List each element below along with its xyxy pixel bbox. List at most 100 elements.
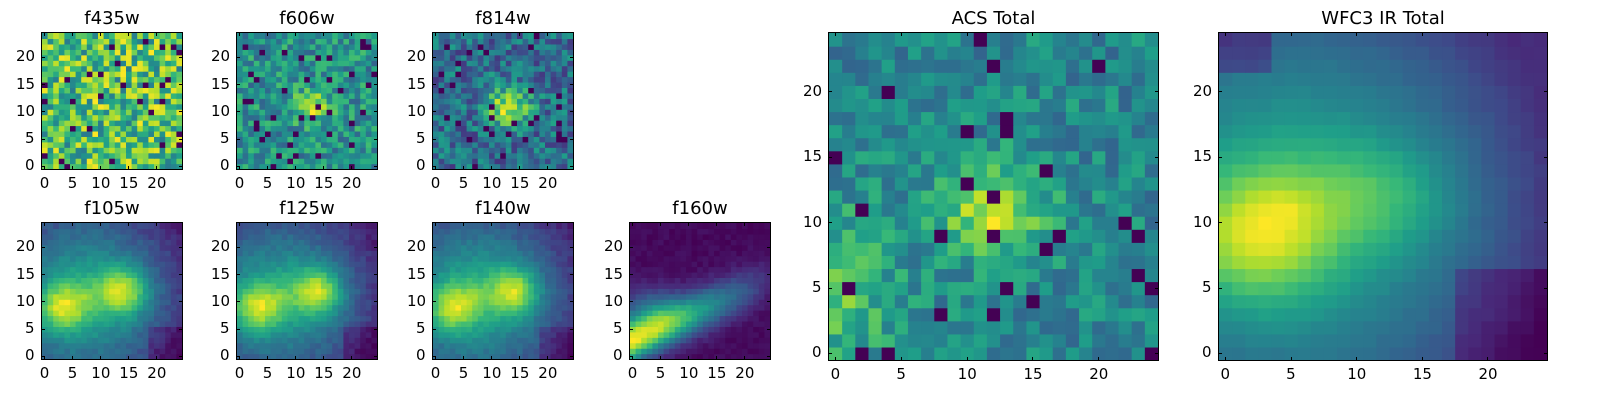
heatmap-cell (64, 147, 71, 154)
heatmap-cell (126, 65, 133, 72)
heatmap-cell (237, 337, 244, 344)
heatmap-cell (697, 223, 704, 230)
heatmap-cell (725, 223, 732, 230)
heatmap-cell (1131, 268, 1146, 283)
heatmap-cell (641, 353, 648, 359)
heatmap-cell (517, 92, 524, 99)
heatmap-cell (472, 353, 479, 359)
x-tick-label: 5 (67, 174, 78, 192)
heatmap-cell (674, 348, 681, 355)
heatmap-cell (75, 60, 82, 67)
heatmap-cell (98, 320, 105, 327)
heatmap-cell (360, 43, 367, 50)
heatmap-cell (98, 147, 105, 154)
heatmap-cell (855, 189, 870, 204)
heatmap-cell (75, 228, 82, 235)
heatmap-cell (103, 33, 110, 40)
heatmap-cell (315, 43, 322, 50)
heatmap-cell (472, 255, 479, 262)
heatmap-cell (42, 71, 49, 78)
heatmap-cell (489, 120, 496, 127)
heatmap-cell (126, 299, 133, 306)
heatmap-cell (86, 337, 93, 344)
heatmap-cell (646, 266, 653, 273)
heatmap-cell (522, 353, 529, 359)
heatmap-cell (75, 348, 82, 355)
heatmap-cell (137, 223, 144, 230)
heatmap-cell (764, 228, 770, 235)
heatmap-cell (438, 277, 445, 284)
heatmap-cell (1144, 229, 1158, 243)
heatmap-cell (349, 141, 356, 148)
heatmap-cell (75, 261, 82, 268)
heatmap-cell (719, 282, 726, 289)
heatmap-cell (64, 250, 71, 257)
heatmap-cell (349, 255, 356, 262)
heatmap-cell (148, 282, 155, 289)
heatmap-cell (242, 342, 249, 349)
heatmap-cell (652, 266, 659, 273)
heatmap-cell (114, 310, 121, 317)
heatmap-cell (270, 310, 277, 317)
heatmap-cell (326, 49, 333, 56)
heatmap-cell (248, 49, 255, 56)
heatmap-cell (276, 141, 283, 148)
heatmap-cell (270, 114, 277, 121)
heatmap-cell (461, 223, 468, 230)
heatmap-cell (154, 315, 161, 322)
heatmap-cell (253, 38, 260, 45)
heatmap-cell (237, 277, 244, 284)
heatmap-cell (1118, 216, 1133, 230)
heatmap-cell (561, 76, 568, 83)
heatmap-cell (641, 233, 648, 240)
heatmap-cell (947, 229, 962, 243)
heatmap-cell (58, 342, 65, 349)
x-tick-label: 20 (147, 174, 167, 192)
heatmap-cell (489, 38, 496, 45)
heatmap-cell (53, 223, 60, 230)
heatmap-cell (170, 54, 177, 61)
heatmap-cell (170, 71, 177, 78)
heatmap-cell (444, 266, 451, 273)
heatmap-cell (747, 337, 754, 344)
heatmap-cell (947, 176, 962, 191)
heatmap-cell (70, 114, 77, 121)
heatmap-cell (461, 331, 468, 338)
heatmap-cell (545, 65, 552, 72)
heatmap-cell (505, 342, 512, 349)
heatmap-cell (298, 103, 305, 110)
heatmap-cell (70, 320, 77, 327)
heatmap-cell (276, 353, 283, 359)
heatmap-cell (758, 315, 765, 322)
heatmap-cell (281, 103, 288, 110)
heatmap-cell (253, 76, 260, 83)
heatmap-cell (137, 60, 144, 67)
x-tick-mark (435, 166, 437, 170)
heatmap-cell (70, 255, 77, 262)
y-tick-mark (570, 84, 574, 86)
heatmap-cell (142, 147, 149, 154)
heatmap-cell (455, 71, 462, 78)
heatmap-cell (652, 315, 659, 322)
heatmap-cell (641, 271, 648, 278)
heatmap-cell (154, 293, 161, 300)
heatmap-cell (337, 60, 344, 67)
heatmap-cell (360, 348, 367, 355)
heatmap-cell (315, 125, 322, 132)
heatmap-cell (714, 282, 721, 289)
x-tick-mark (351, 356, 353, 360)
heatmap-cell (894, 189, 909, 204)
heatmap-cell (131, 158, 138, 165)
y-tick-mark (570, 328, 574, 330)
heatmap-cell (337, 244, 344, 251)
heatmap-cell (691, 223, 698, 230)
heatmap-cell (103, 348, 110, 355)
heatmap-cell (477, 288, 484, 295)
heatmap-cell (92, 65, 99, 72)
heatmap-cell (298, 81, 305, 88)
heatmap-cell (86, 147, 93, 154)
heatmap-cell (371, 266, 377, 273)
heatmap-cell (337, 158, 344, 165)
x-tick-mark (128, 32, 130, 36)
heatmap-cell (517, 136, 524, 143)
